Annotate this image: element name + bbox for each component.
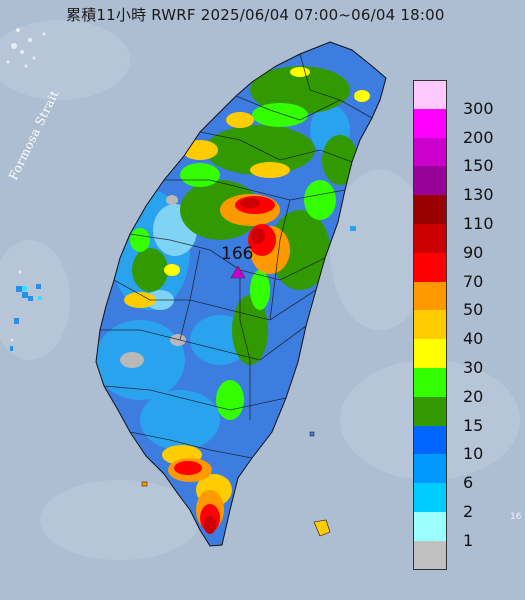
legend-swatch	[413, 224, 447, 254]
legend-swatch	[413, 166, 447, 196]
legend-label: 30	[463, 358, 484, 377]
legend-label: 15	[463, 415, 484, 435]
legend-label: 40	[463, 329, 484, 349]
legend-swatch	[413, 540, 447, 571]
legend-label: 6	[463, 473, 474, 493]
legend-label: 300	[463, 98, 494, 118]
legend-label: 200	[463, 127, 494, 147]
legend-label: 150	[463, 156, 494, 176]
legend-swatch	[413, 137, 447, 167]
legend-frame	[413, 80, 447, 570]
legend-swatch	[413, 454, 447, 484]
legend-swatch	[413, 339, 447, 369]
legend-swatch	[413, 368, 447, 398]
legend-swatch	[413, 108, 447, 139]
legend-swatch	[413, 310, 447, 340]
rainfall-legend: 300 200 150 130 110 90 70 50 40 30 20 15 10 6 2 1	[413, 80, 521, 571]
legend-label: 90	[463, 242, 484, 262]
legend-label: 130	[463, 185, 494, 205]
legend-swatch	[413, 252, 447, 283]
legend-swatch	[413, 195, 447, 225]
legend-label: 110	[463, 214, 494, 233]
legend-label: 20	[463, 386, 484, 406]
legend-swatch	[413, 80, 447, 110]
legend-label: 70	[463, 271, 484, 291]
legend-swatch	[413, 396, 447, 427]
edge-tick-label: 16	[510, 512, 522, 522]
max-rainfall-value: 166	[221, 244, 254, 264]
map-title: 累積11小時 RWRF 2025/06/04 07:00~06/04 18:00	[66, 6, 445, 24]
max-rainfall-marker	[230, 265, 246, 279]
legend-swatch	[413, 483, 447, 513]
legend-swatch	[413, 281, 447, 311]
legend-swatch	[413, 425, 447, 455]
legend-label: 10	[463, 444, 484, 464]
legend-label: 1	[463, 530, 474, 550]
legend-label: 50	[463, 300, 484, 320]
legend-label: 2	[463, 502, 474, 521]
legend-swatch	[413, 512, 447, 542]
